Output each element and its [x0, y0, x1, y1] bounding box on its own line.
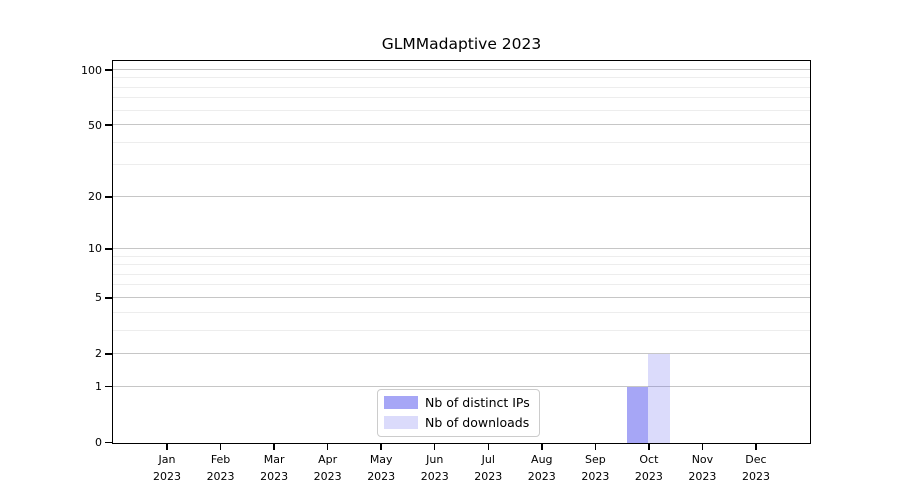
gridline-minor — [113, 284, 810, 286]
y-tick-label: 5 — [95, 291, 102, 305]
x-tick — [219, 444, 222, 450]
gridline-minor — [113, 255, 810, 257]
x-tick — [594, 444, 597, 450]
legend-item: Nb of distinct IPs — [384, 395, 530, 410]
gridline-major — [113, 124, 810, 126]
y-tick — [105, 385, 112, 388]
x-tick — [487, 444, 490, 450]
x-tick — [380, 444, 382, 450]
gridline-minor — [113, 97, 810, 99]
y-tick-label: 50 — [88, 118, 102, 132]
x-tick-label: Aug 2023 — [527, 453, 556, 483]
gridline-minor — [113, 329, 810, 331]
gridline-minor — [113, 86, 810, 88]
x-tick-label: Dec 2023 — [741, 453, 770, 483]
x-tick — [433, 444, 436, 450]
y-tick-label: 10 — [88, 242, 102, 256]
x-tick-label: Jan 2023 — [153, 453, 182, 483]
x-tick — [648, 444, 650, 450]
x-tick-label: Apr 2023 — [313, 453, 342, 483]
gridline-minor — [113, 109, 810, 111]
y-tick-label: 20 — [88, 190, 102, 204]
y-tick — [105, 441, 112, 444]
x-tick — [541, 444, 543, 450]
gridline-minor — [113, 77, 810, 79]
legend: Nb of distinct IPs Nb of downloads — [377, 389, 540, 437]
gridline-minor — [113, 311, 810, 313]
x-tick — [701, 444, 704, 450]
legend-swatch — [384, 416, 418, 429]
x-tick — [326, 444, 329, 450]
gridline-major — [113, 195, 810, 197]
y-tick — [105, 248, 112, 250]
plot-inner — [113, 61, 810, 443]
gridline-minor — [113, 141, 810, 143]
legend-label: Nb of downloads — [425, 415, 530, 430]
x-tick — [166, 444, 168, 450]
y-tick — [105, 297, 112, 299]
bar-nb-of-distinct-ips-oct — [626, 387, 649, 443]
y-tick-label: 0 — [95, 436, 102, 449]
x-tick-label: Nov 2023 — [688, 453, 717, 483]
gridline-minor — [113, 164, 810, 166]
x-tick — [273, 444, 275, 450]
x-tick-label: Feb 2023 — [206, 453, 235, 483]
y-tick — [105, 124, 112, 126]
y-tick — [105, 196, 112, 198]
legend-swatch — [384, 396, 418, 409]
legend-item: Nb of downloads — [384, 415, 530, 430]
y-tick-label: 1 — [95, 380, 102, 394]
gridline-major — [113, 385, 810, 387]
gridline-major — [113, 69, 810, 70]
gridline-major — [113, 247, 810, 249]
x-tick-label: Sep 2023 — [581, 453, 610, 483]
y-tick — [105, 353, 112, 355]
chart-title: GLMMadaptive 2023 — [381, 35, 542, 53]
x-tick-label: May 2023 — [367, 453, 396, 483]
legend-label: Nb of distinct IPs — [425, 395, 530, 410]
gridline-major — [113, 296, 810, 298]
x-tick-label: Oct 2023 — [634, 453, 663, 483]
y-tick — [105, 69, 112, 71]
plot-area: Nb of distinct IPs Nb of downloads — [112, 60, 811, 444]
x-tick-label: Mar 2023 — [260, 453, 289, 483]
x-tick — [755, 444, 757, 450]
bar-nb-of-downloads-oct — [648, 354, 670, 443]
gridline-minor — [113, 264, 810, 266]
y-tick-label: 100 — [81, 63, 102, 77]
gridline-minor — [113, 273, 810, 275]
x-tick-label: Jul 2023 — [474, 453, 503, 483]
gridline-major — [113, 352, 810, 354]
y-tick-label: 2 — [95, 347, 102, 361]
x-tick-label: Jun 2023 — [420, 453, 449, 483]
